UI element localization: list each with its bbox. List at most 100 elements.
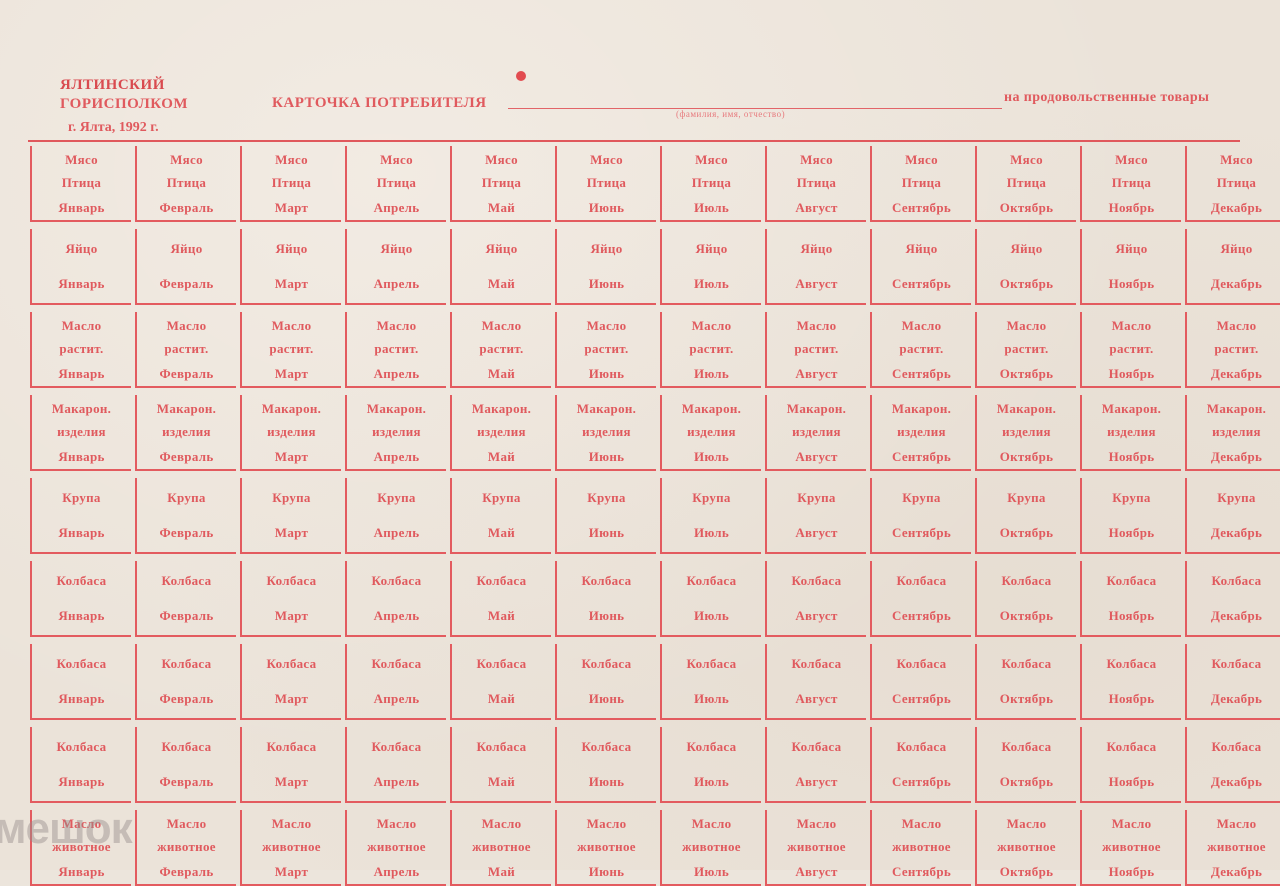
coupon-product: Колбаса: [791, 739, 842, 754]
coupon-month: Ноябрь: [1108, 525, 1155, 540]
coupon-month: Апрель: [373, 608, 420, 623]
coupon-month: Март: [274, 691, 309, 706]
coupon-product: Крупа: [587, 490, 626, 505]
coupon-cell: Макарон. изделия Январь: [30, 395, 131, 471]
coupon-cell: Колбаса Июнь: [555, 644, 656, 720]
coupon-month: Июль: [693, 691, 730, 706]
coupon-month: Апрель: [373, 365, 420, 381]
coupon-product: Колбаса: [581, 656, 632, 671]
coupon-product: Крупа: [167, 490, 206, 505]
coupon-product: растит.: [689, 340, 734, 356]
coupon-month: Октябрь: [999, 608, 1054, 623]
coupon-product: Яйцо: [695, 241, 728, 256]
coupon-product: животное: [52, 838, 111, 854]
coupon-month: Апрель: [373, 691, 420, 706]
coupon-month: Март: [274, 199, 309, 215]
coupon-month: Сентябрь: [891, 199, 952, 215]
coupon-cell: Масло растит. Декабрь: [1185, 312, 1280, 388]
coupon-product: Колбаса: [686, 739, 737, 754]
coupon-cell: Макарон. изделия Июнь: [555, 395, 656, 471]
coupon-product: Макарон.: [681, 400, 742, 416]
coupon-month: Июль: [693, 199, 730, 215]
coupon-product: Макарон.: [576, 400, 637, 416]
coupon-product: изделия: [897, 423, 946, 439]
coupon-month: Август: [795, 863, 838, 879]
coupon-month: Июль: [693, 448, 730, 464]
coupon-cell: Колбаса Февраль: [135, 727, 236, 803]
coupon-cell: Масло животное Март: [240, 810, 341, 886]
coupon-product: Колбаса: [1106, 656, 1157, 671]
coupon-product: Крупа: [902, 490, 941, 505]
coupon-product: Птица: [1216, 174, 1257, 190]
coupon-month: Январь: [58, 448, 105, 464]
coupon-product: Яйцо: [905, 241, 938, 256]
coupon-product: Масло: [376, 317, 417, 333]
coupon-product: изделия: [57, 423, 106, 439]
coupon-month: Июль: [693, 863, 730, 879]
coupon-month: Июнь: [588, 863, 625, 879]
coupon-month: Февраль: [159, 199, 214, 215]
coupon-month: Ноябрь: [1108, 774, 1155, 789]
coupon-product: Масло: [166, 815, 207, 831]
coupon-cell: Колбаса Декабрь: [1185, 644, 1280, 720]
coupon-product: Колбаса: [56, 656, 107, 671]
coupon-product: Масло: [901, 317, 942, 333]
coupon-cell: Колбаса Апрель: [345, 561, 446, 637]
coupon-month: Август: [795, 774, 838, 789]
coupon-month: Август: [795, 276, 838, 291]
top-rule: [28, 140, 1240, 142]
coupon-month: Май: [487, 365, 516, 381]
coupon-cell: Макарон. изделия Май: [450, 395, 551, 471]
card-title: КАРТОЧКА ПОТРЕБИТЕЛЯ: [272, 95, 487, 111]
coupon-product: растит.: [374, 340, 419, 356]
coupon-month: Июнь: [588, 276, 625, 291]
coupon-product: изделия: [582, 423, 631, 439]
coupon-grid: Мясо Птица Январь Мясо Птица Февраль Мясо Птица…: [30, 146, 1280, 886]
coupon-product: Колбаса: [686, 656, 737, 671]
coupon-product: Колбаса: [1211, 573, 1262, 588]
coupon-cell: Яйцо Ноябрь: [1080, 229, 1181, 305]
coupon-product: Птица: [1111, 174, 1152, 190]
coupon-month: Январь: [58, 774, 105, 789]
coupon-cell: Колбаса Ноябрь: [1080, 644, 1181, 720]
coupon-month: Октябрь: [999, 276, 1054, 291]
coupon-product: животное: [262, 838, 321, 854]
coupon-cell: Колбаса Апрель: [345, 727, 446, 803]
coupon-cell: Колбаса Август: [765, 727, 866, 803]
coupon-cell: Колбаса Сентябрь: [870, 561, 971, 637]
coupon-product: изделия: [372, 423, 421, 439]
coupon-product: Колбаса: [791, 573, 842, 588]
coupon-month: Февраль: [159, 525, 214, 540]
coupon-cell: Масло растит. Август: [765, 312, 866, 388]
coupon-month: Февраль: [159, 774, 214, 789]
coupon-month: Январь: [58, 608, 105, 623]
coupon-month: Сентябрь: [891, 691, 952, 706]
coupon-month: Июль: [693, 608, 730, 623]
coupon-product: Колбаса: [371, 739, 422, 754]
coupon-cell: Крупа Июль: [660, 478, 761, 554]
coupon-product: Колбаса: [1106, 739, 1157, 754]
coupon-cell: Колбаса Май: [450, 644, 551, 720]
coupon-cell: Крупа Декабрь: [1185, 478, 1280, 554]
coupon-month: Декабрь: [1210, 774, 1263, 789]
coupon-product: растит.: [59, 340, 104, 356]
coupon-month: Апрель: [373, 774, 420, 789]
coupon-month: Ноябрь: [1108, 365, 1155, 381]
coupon-product: животное: [1102, 838, 1161, 854]
coupon-product: Колбаса: [476, 739, 527, 754]
coupon-month: Декабрь: [1210, 199, 1263, 215]
coupon-cell: Макарон. изделия Июль: [660, 395, 761, 471]
coupon-month: Май: [487, 276, 516, 291]
coupon-product: животное: [472, 838, 531, 854]
coupon-cell: Колбаса Март: [240, 644, 341, 720]
coupon-cell: Мясо Птица Апрель: [345, 146, 446, 222]
coupon-cell: Колбаса Май: [450, 727, 551, 803]
coupon-cell: Мясо Птица Январь: [30, 146, 131, 222]
coupon-product: Колбаса: [476, 573, 527, 588]
coupon-product: растит.: [584, 340, 629, 356]
coupon-month: Май: [487, 448, 516, 464]
coupon-product: Птица: [166, 174, 207, 190]
coupon-product: Масло: [691, 317, 732, 333]
coupon-month: Сентябрь: [891, 276, 952, 291]
coupon-cell: Яйцо Июль: [660, 229, 761, 305]
